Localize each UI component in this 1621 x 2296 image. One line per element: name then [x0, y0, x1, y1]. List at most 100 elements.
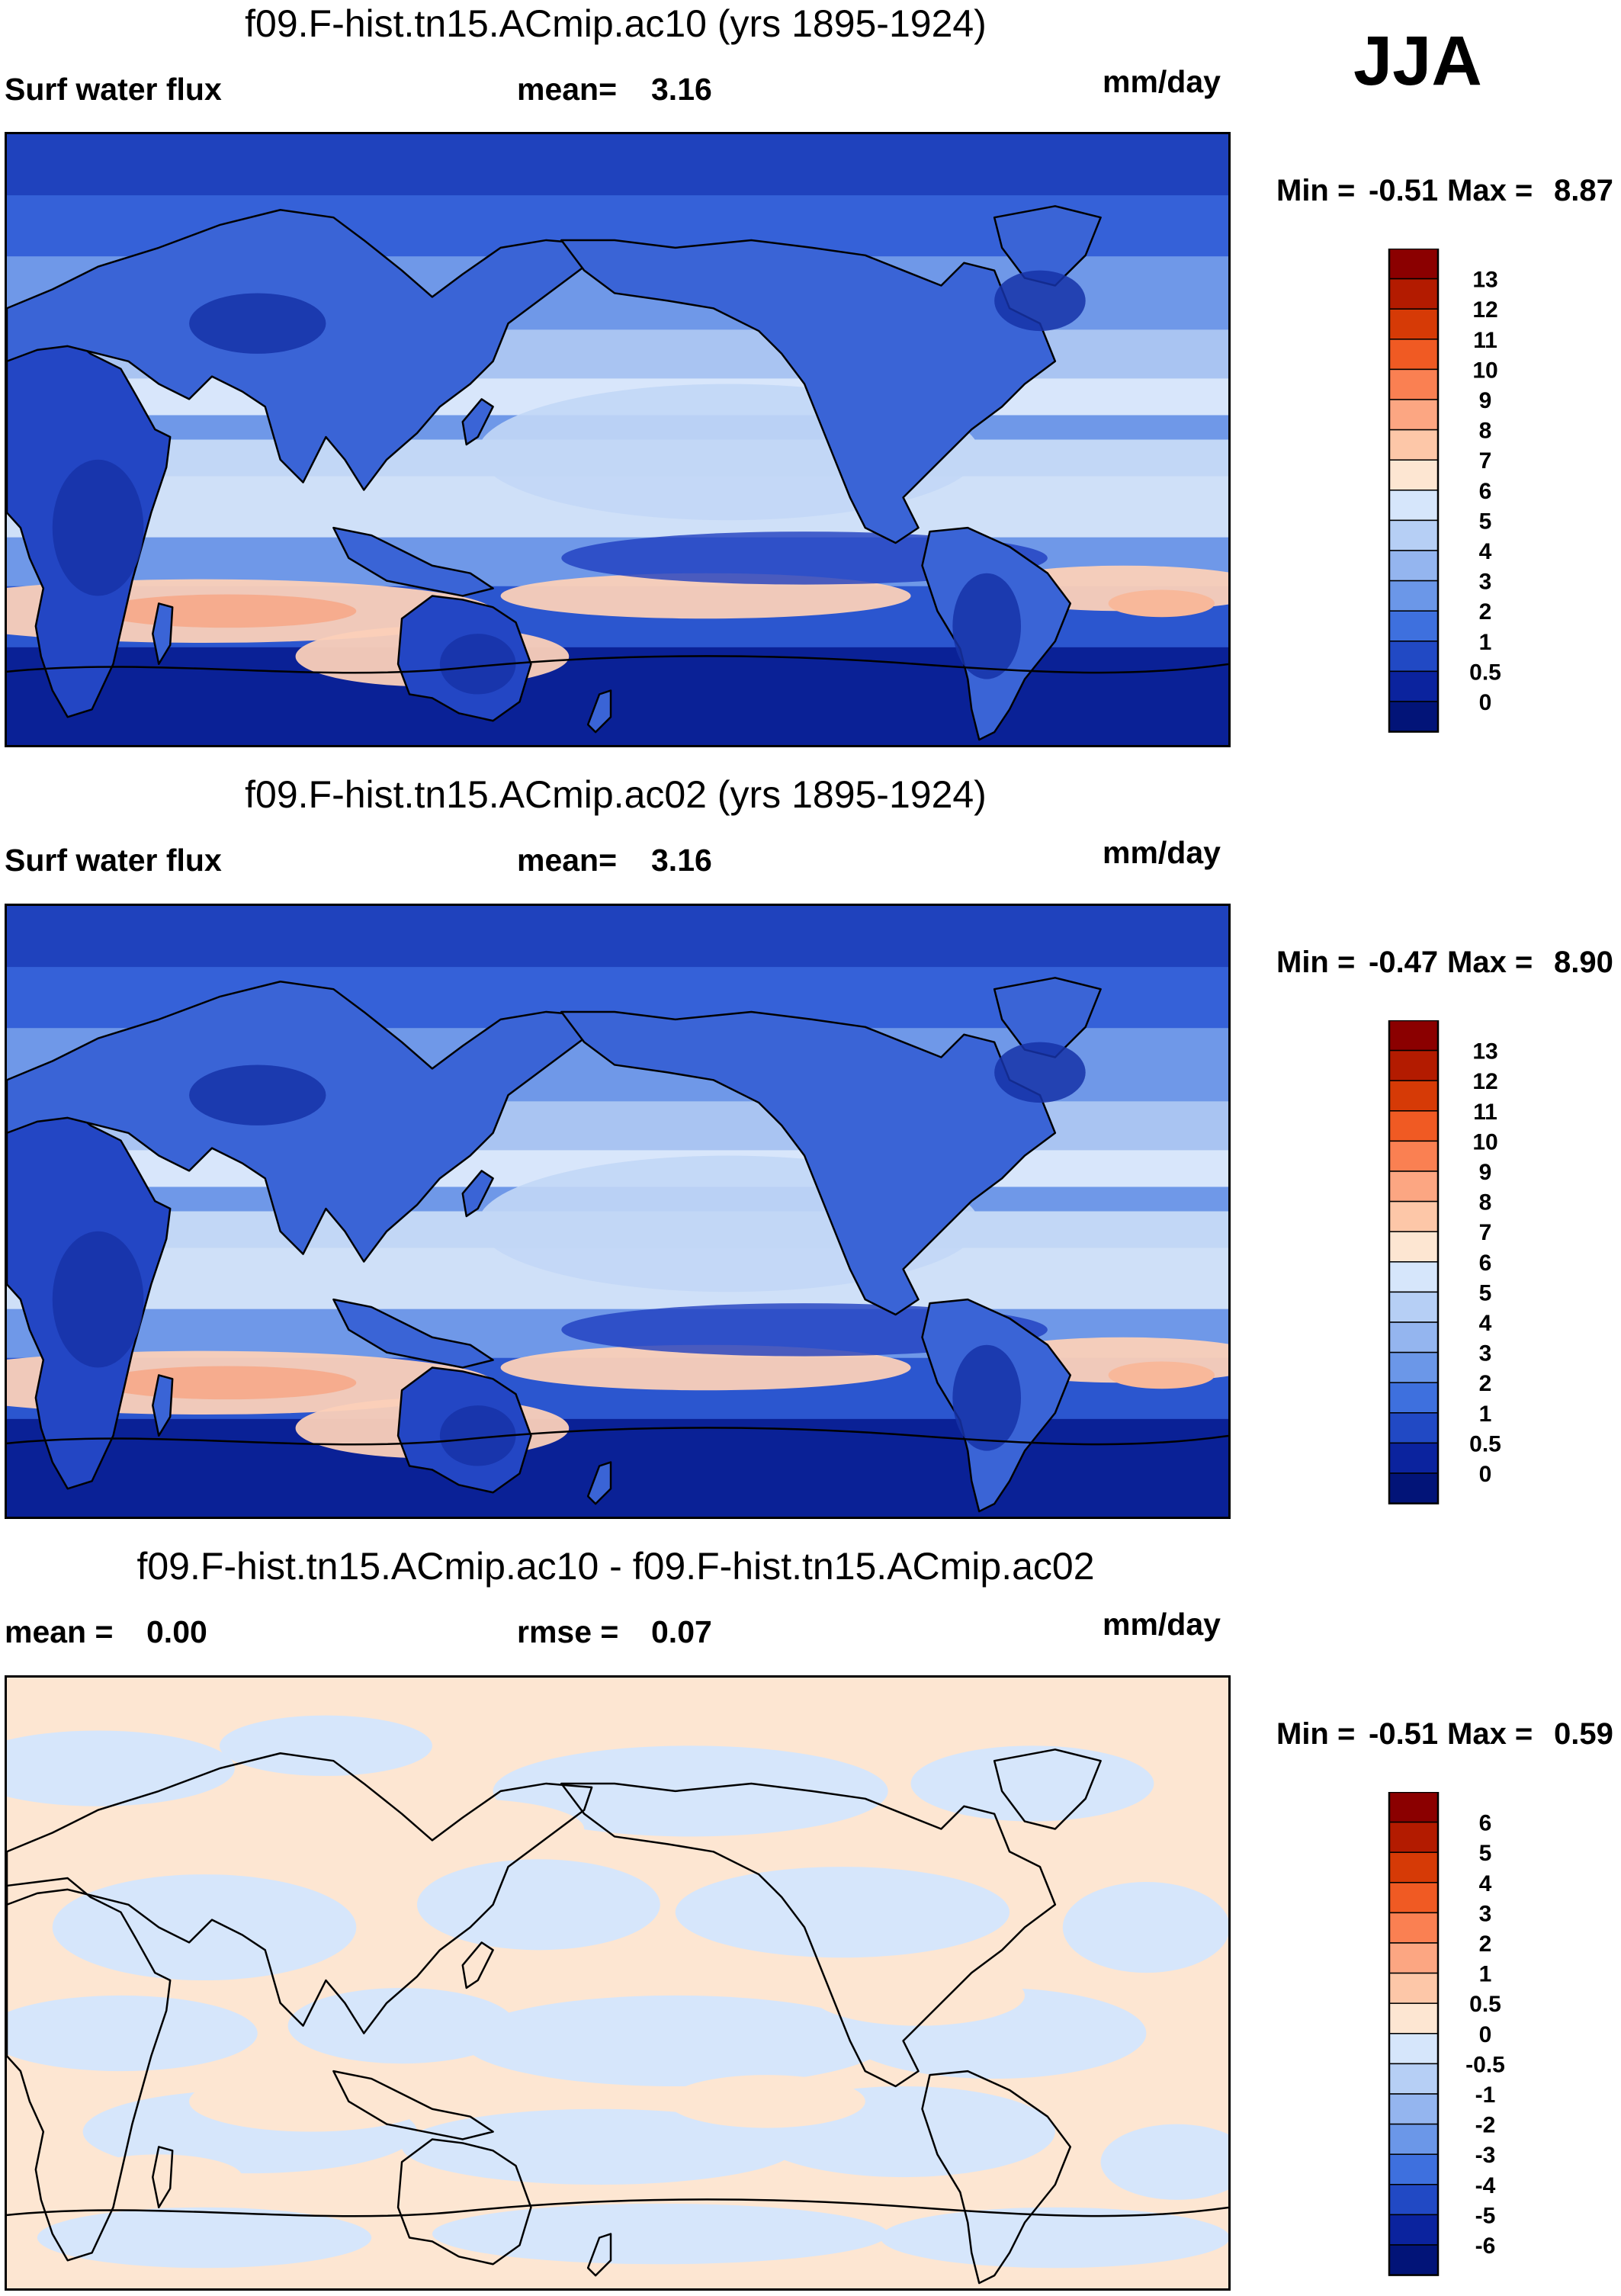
colorbar-box [1388, 2153, 1439, 2185]
variable-label: Surf water flux [5, 843, 222, 878]
colorbar-box [1388, 2184, 1439, 2216]
colorbar-tick-label: 1 [1479, 630, 1492, 655]
colorbar-tick-label: 7 [1479, 1220, 1492, 1245]
world-map [7, 1678, 1228, 2288]
colorbar-tick-label: -5 [1475, 2203, 1496, 2228]
colorbar-tick-label: 10 [1472, 358, 1497, 383]
max-label: Max = [1447, 174, 1533, 207]
colorbar-tick-label: 5 [1479, 509, 1492, 534]
colorbar-tick-label: 4 [1479, 1311, 1492, 1336]
min-value: -0.51 [1369, 174, 1439, 207]
colorbar-box [1388, 1080, 1439, 1112]
colorbar-box [1388, 641, 1439, 673]
colorbar-box [1388, 701, 1439, 733]
colorbar-tick-label: 2 [1479, 1932, 1492, 1957]
colorbar-tick-label: 6 [1479, 479, 1492, 504]
colorbar-tick-label: 3 [1479, 570, 1492, 595]
colorbar-tick-label: 8 [1479, 1190, 1492, 1215]
colorbar-box [1388, 1200, 1439, 1232]
colorbar: 13 12 11 10 9 8 7 6 5 4 3 2 1 0.5 0 [1388, 249, 1501, 733]
colorbar-box [1388, 1792, 1439, 1823]
season-label: JJA [1353, 22, 1482, 100]
map-panel [5, 904, 1231, 1519]
colorbar-tick-label: 5 [1479, 1280, 1492, 1305]
units-label: mm/day [1103, 835, 1221, 870]
map-panel [5, 1675, 1231, 2291]
colorbar-box [1388, 368, 1439, 400]
colorbar-tick-label: 0 [1479, 2022, 1492, 2047]
colorbar-box [1388, 610, 1439, 642]
map-panel [5, 132, 1231, 747]
colorbar-tick-label: 3 [1479, 1901, 1492, 1926]
colorbar-tick-label: 5 [1479, 1841, 1492, 1866]
colorbar-box [1388, 1291, 1439, 1323]
world-map [7, 906, 1228, 1517]
min-label: Min = [1276, 174, 1356, 207]
colorbar-box [1388, 1821, 1439, 1853]
colorbar-box [1388, 1020, 1439, 1052]
colorbar-box [1388, 550, 1439, 582]
colorbar-tick-label: 1 [1479, 1962, 1492, 1987]
colorbar-box [1388, 1351, 1439, 1383]
colorbar-tick-label: 6 [1479, 1251, 1492, 1276]
rmse-value: 0.07 [651, 1614, 712, 1649]
panel-title: f09.F-hist.tn15.ACmip.ac10 - f09.F-hist.… [136, 1545, 1095, 1588]
colorbar-tick-label: 8 [1479, 419, 1492, 444]
colorbar-tick-label: 7 [1479, 448, 1492, 474]
colorbar-box [1388, 1170, 1439, 1203]
variable-label: Surf water flux [5, 72, 222, 107]
max-value: 8.90 [1554, 946, 1613, 979]
colorbar-tick-label: 0.5 [1469, 1992, 1501, 2017]
colorbar-box [1388, 1972, 1439, 2004]
colorbar-tick-label: -2 [1475, 2113, 1496, 2138]
colorbar-tick-label: 9 [1479, 388, 1492, 413]
colorbar-box [1388, 459, 1439, 491]
min-label: Min = [1276, 1717, 1356, 1751]
min-label: Min = [1276, 946, 1356, 979]
world-map [7, 134, 1228, 745]
mean-value: 3.16 [651, 843, 712, 878]
colorbar-tick-label: 11 [1473, 1100, 1497, 1125]
units-label: mm/day [1103, 64, 1221, 99]
colorbar-box [1388, 1110, 1439, 1142]
colorbar-box [1388, 1472, 1439, 1504]
colorbar-box [1388, 2123, 1439, 2155]
colorbar-box [1388, 2214, 1439, 2246]
colorbar-tick-label: 2 [1479, 599, 1492, 625]
colorbar-box [1388, 1261, 1439, 1293]
colorbar-tick-label: 11 [1473, 328, 1497, 353]
colorbar-tick-label: -3 [1475, 2143, 1496, 2168]
colorbar-tick-label: 3 [1479, 1341, 1492, 1366]
mean-value: 0.00 [146, 1614, 207, 1649]
colorbar-tick-label: 6 [1479, 1811, 1492, 1836]
panel-title: f09.F-hist.tn15.ACmip.ac02 (yrs 1895-192… [245, 773, 987, 816]
colorbar-box [1388, 1049, 1439, 1081]
colorbar-box [1388, 249, 1439, 280]
mean-key: mean= [517, 72, 618, 107]
colorbar-tick-label: 12 [1472, 297, 1497, 323]
max-value: 8.87 [1554, 174, 1613, 207]
colorbar-box [1388, 580, 1439, 612]
colorbar-tick-label: 0 [1479, 690, 1492, 715]
min-value: -0.47 [1369, 946, 1439, 979]
colorbar-box [1388, 278, 1439, 310]
units-label: mm/day [1103, 1607, 1221, 1642]
colorbar-tick-label: 0 [1479, 1462, 1492, 1487]
colorbar-box [1388, 670, 1439, 702]
colorbar-box [1388, 1231, 1439, 1263]
colorbar-box [1388, 399, 1439, 431]
colorbar-box [1388, 2244, 1439, 2276]
colorbar-tick-label: 13 [1472, 1039, 1497, 1065]
colorbar-box [1388, 490, 1439, 522]
colorbar-box [1388, 1882, 1439, 1914]
colorbar-box [1388, 1442, 1439, 1474]
colorbar-tick-label: 0.5 [1469, 660, 1501, 685]
colorbar-box [1388, 1412, 1439, 1444]
colorbar-tick-label: -1 [1475, 2082, 1496, 2108]
max-label: Max = [1447, 946, 1533, 979]
panel-title: f09.F-hist.tn15.ACmip.ac10 (yrs 1895-192… [245, 2, 987, 45]
colorbar-tick-label: 12 [1472, 1069, 1497, 1094]
colorbar-tick-label: 9 [1479, 1160, 1492, 1185]
colorbar-box [1388, 1382, 1439, 1414]
colorbar: 13 12 11 10 9 8 7 6 5 4 3 2 1 0.5 0 [1388, 1020, 1501, 1504]
